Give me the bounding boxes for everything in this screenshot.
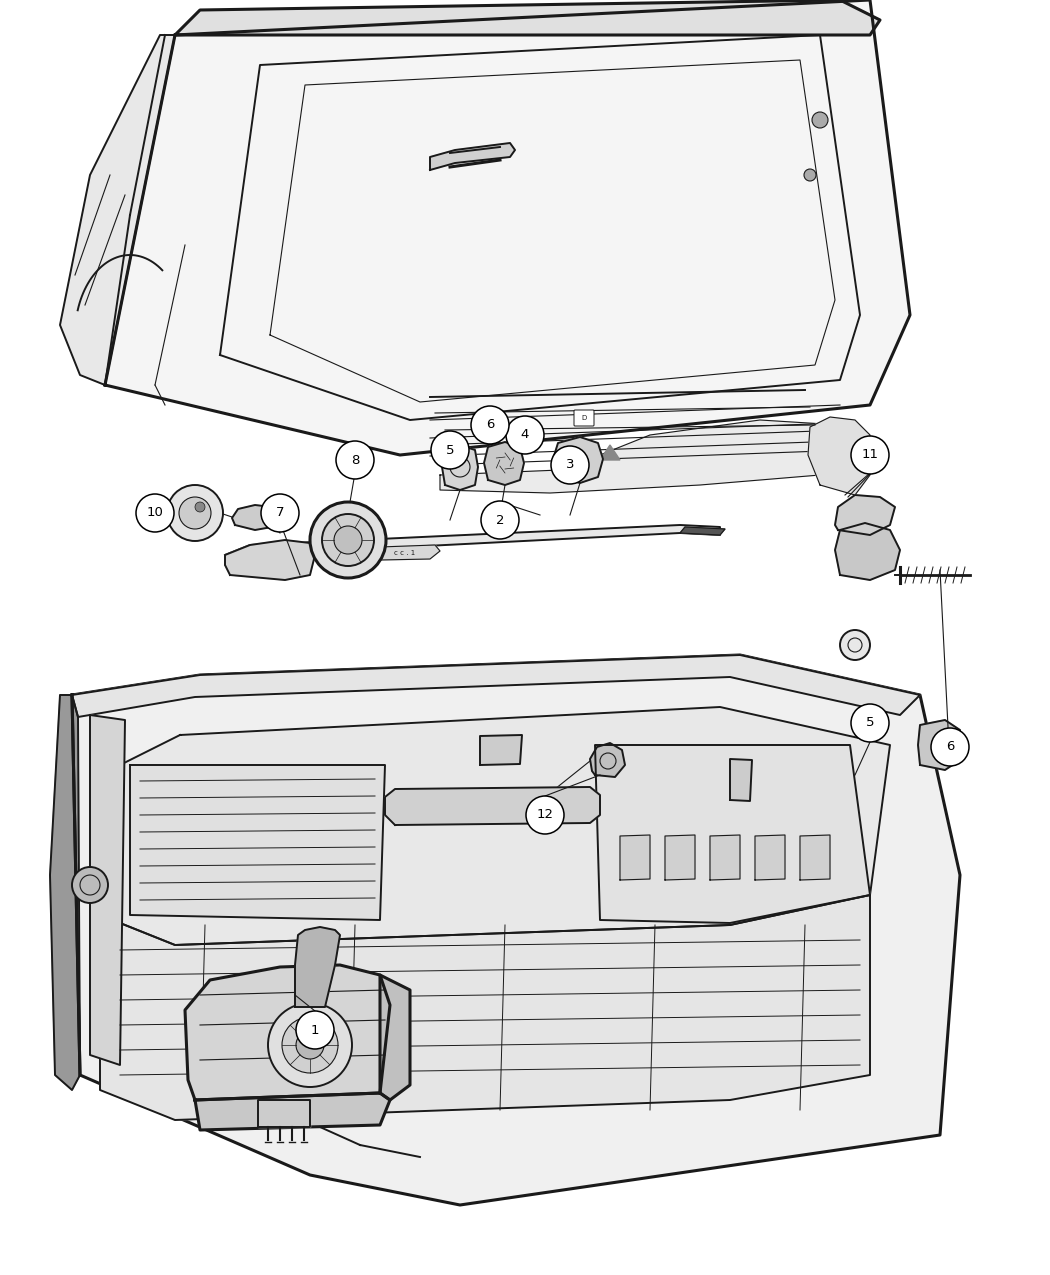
Polygon shape [620,835,650,880]
Circle shape [136,493,174,532]
Circle shape [336,441,374,479]
Text: 5: 5 [446,444,455,456]
Circle shape [804,170,816,181]
Polygon shape [195,1093,390,1130]
Polygon shape [430,143,514,170]
Circle shape [551,446,589,485]
Circle shape [322,514,374,566]
Text: D: D [582,414,587,421]
Circle shape [430,431,469,469]
Polygon shape [72,655,960,1205]
Polygon shape [105,0,910,455]
Polygon shape [665,835,695,880]
Text: 3: 3 [566,459,574,472]
Circle shape [296,1011,334,1049]
Circle shape [481,501,519,539]
Text: 1: 1 [311,1024,319,1037]
Circle shape [167,484,223,541]
Polygon shape [442,445,478,490]
Polygon shape [730,759,752,801]
Polygon shape [680,527,724,535]
Polygon shape [60,34,175,385]
Polygon shape [72,655,920,717]
Polygon shape [185,965,390,1100]
Circle shape [261,493,299,532]
Polygon shape [90,715,125,1065]
Text: c c . 1: c c . 1 [395,550,416,556]
Polygon shape [225,525,720,565]
Polygon shape [808,417,870,495]
Polygon shape [175,0,880,34]
Circle shape [178,497,211,529]
Polygon shape [710,835,740,880]
Polygon shape [380,975,410,1100]
Polygon shape [480,734,522,765]
Polygon shape [295,927,340,1007]
Polygon shape [232,505,278,530]
Circle shape [72,867,108,903]
Text: 11: 11 [861,449,879,462]
Circle shape [506,416,544,454]
Polygon shape [440,419,850,493]
Circle shape [850,436,889,474]
Polygon shape [918,720,960,770]
Text: 4: 4 [521,428,529,441]
Polygon shape [258,1100,310,1127]
Polygon shape [800,835,830,880]
Circle shape [471,405,509,444]
Circle shape [931,728,969,766]
Polygon shape [130,765,385,921]
Circle shape [268,1003,352,1088]
Text: 6: 6 [946,741,954,754]
Polygon shape [100,895,870,1119]
Polygon shape [385,787,600,825]
FancyBboxPatch shape [574,411,594,426]
Polygon shape [553,437,603,483]
Circle shape [526,796,564,834]
Circle shape [310,502,386,578]
Polygon shape [600,445,620,460]
Polygon shape [835,495,895,536]
Polygon shape [100,708,890,945]
Text: 2: 2 [496,514,504,527]
Text: 7: 7 [276,506,285,519]
Text: 8: 8 [351,454,359,467]
Polygon shape [755,835,785,880]
Circle shape [840,630,870,660]
Text: 5: 5 [866,717,875,729]
Circle shape [812,112,828,128]
Polygon shape [484,442,524,484]
Circle shape [282,1017,338,1074]
Polygon shape [225,541,315,580]
Circle shape [334,527,362,555]
Polygon shape [50,695,80,1090]
Text: 6: 6 [486,418,495,431]
Polygon shape [835,523,900,580]
Circle shape [195,502,205,513]
Polygon shape [595,745,870,923]
Polygon shape [375,544,440,560]
Polygon shape [590,743,625,776]
Text: 12: 12 [537,808,553,821]
Text: 10: 10 [147,506,164,519]
Circle shape [296,1031,324,1060]
Circle shape [850,704,889,742]
